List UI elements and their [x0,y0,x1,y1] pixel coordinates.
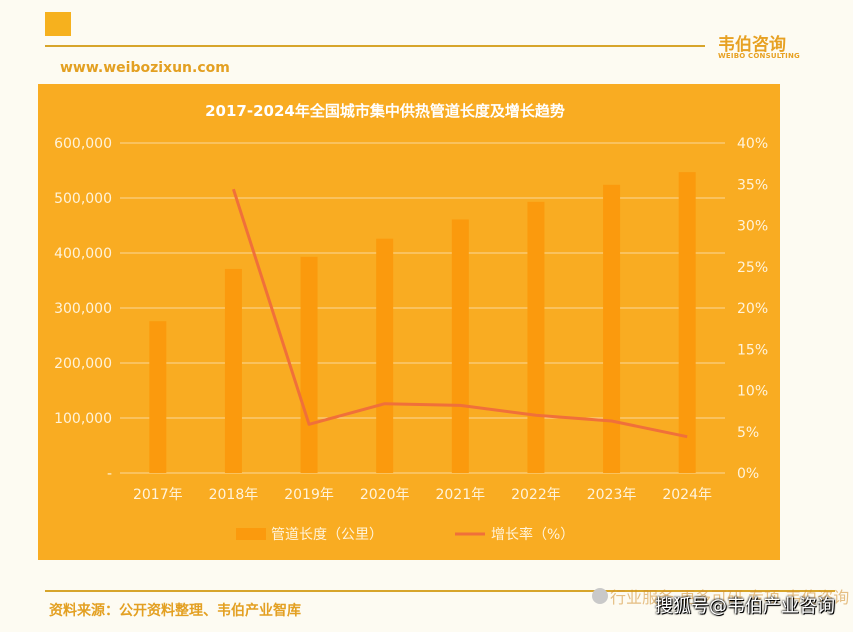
right-tick-label: 20% [737,301,768,317]
header-divider [45,45,705,47]
legend: 管道长度（公里） 增长率（%） [236,526,574,543]
left-axis: - 100,000 200,000 300,000 400,000 500,000 600,… [54,136,112,482]
watermark-text: 搜狐号@韦伯产业咨询 [655,596,835,617]
right-tick-label: 40% [737,136,768,152]
legend-label-bar: 管道长度（公里） [271,527,383,543]
left-tick-label: 200,000 [54,356,112,372]
left-tick-label: 300,000 [54,301,112,317]
x-tick-label: 2022年 [511,487,561,503]
bar [376,238,394,473]
right-tick-label: 15% [737,342,768,358]
bar [451,219,469,473]
x-tick-label: 2019年 [284,487,334,503]
footer-divider [45,590,835,592]
right-tick-label: 30% [737,219,768,235]
x-tick-label: 2021年 [435,487,485,503]
left-tick-label: 500,000 [54,191,112,207]
left-tick-label: 100,000 [54,411,112,427]
bar [603,184,621,474]
right-tick-label: 35% [737,177,768,193]
gridlines [120,142,725,474]
x-tick-label: 2017年 [133,487,183,503]
source-note: 资料来源：公开资料整理、韦伯产业智库 [49,603,301,619]
bar [224,268,242,473]
legend-label-line: 增长率（%） [491,526,574,543]
website-url[interactable]: www.weibozixun.com [60,60,230,76]
x-tick-label: 2018年 [209,487,259,503]
right-tick-label: 5% [737,425,759,441]
legend-swatch-bar [236,528,266,540]
right-tick-label: 0% [737,466,759,482]
left-tick-label: 400,000 [54,246,112,262]
x-tick-label: 2020年 [360,487,410,503]
right-axis: 0% 5% 10% 15% 20% 25% 30% 35% 40% [737,136,768,482]
x-tick-label: 2024年 [662,487,712,503]
x-tick-label: 2023年 [587,487,637,503]
brand-name-en: WEIBO CONSULTING [718,52,800,60]
bar-series [149,172,696,474]
brand-name: 韦伯咨询 [718,35,786,55]
right-tick-label: 10% [737,384,768,400]
watermark-icon [592,588,608,604]
left-tick-label: - [107,466,112,482]
bar [149,321,167,473]
chart-title: 2017-2024年全国城市集中供热管道长度及增长趋势 [205,102,565,120]
x-axis: 2017年 2018年 2019年 2020年 2021年 2022年 2023年 2024年 [133,487,712,503]
line-series [232,188,688,439]
bar [527,201,545,473]
brand-square [45,12,71,36]
bar [300,256,318,473]
bar [678,172,696,473]
right-tick-label: 25% [737,260,768,276]
left-tick-label: 600,000 [54,136,112,152]
watermark-faded: 行业服务 更多可研 专项 韦伯咨询 [610,588,850,607]
